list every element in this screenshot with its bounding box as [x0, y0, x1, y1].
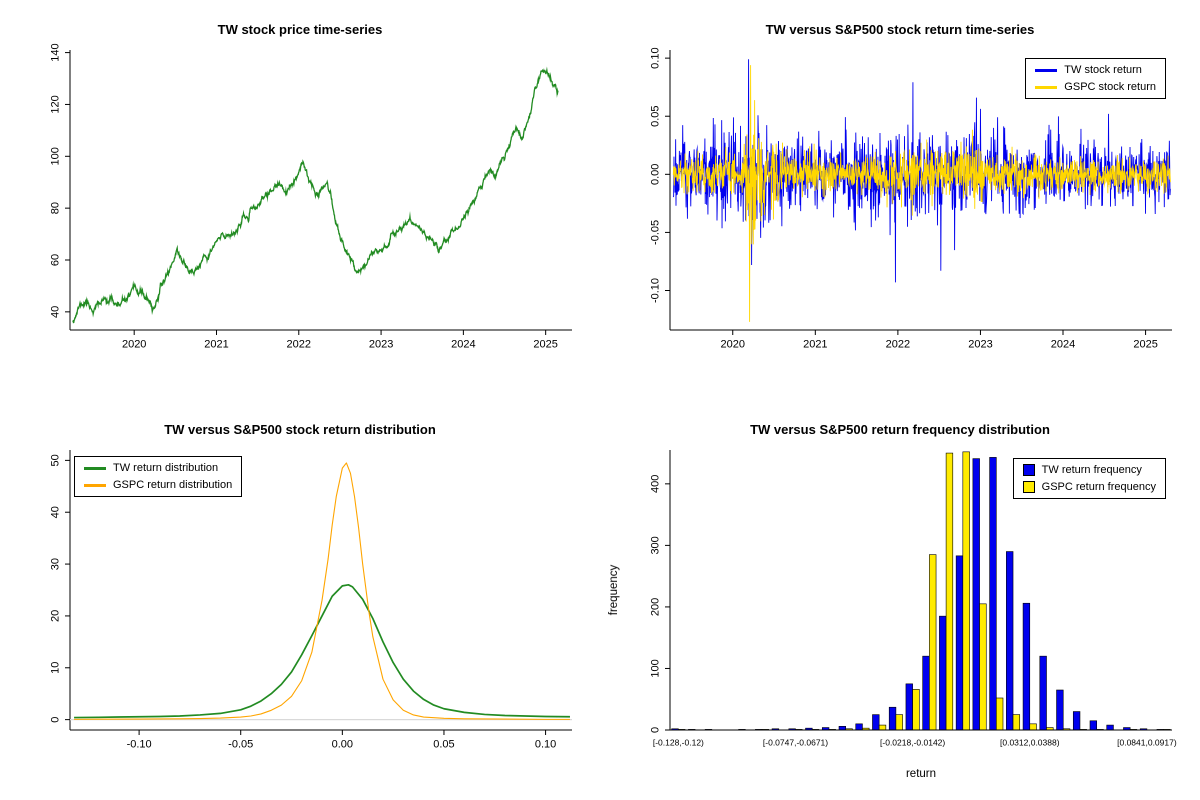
chart-title-histogram: TW versus S&P500 return frequency distri… [750, 422, 1050, 437]
legend-item: TW stock return [1035, 64, 1156, 76]
chart-panel-price: TW stock price time-series [0, 0, 600, 400]
legend-label: TW return distribution [113, 462, 219, 474]
legend-item: TW return frequency [1022, 464, 1156, 476]
chart-panel-histogram: TW versus S&P500 return frequency distri… [600, 400, 1200, 800]
legend-square-swatch-gspc [1022, 481, 1035, 493]
legend-item: GSPC return distribution [84, 479, 232, 491]
legend-density: TW return distribution GSPC return distr… [74, 456, 243, 497]
legend-label: GSPC return frequency [1041, 481, 1156, 493]
chart-title-density: TW versus S&P500 stock return distributi… [164, 422, 436, 437]
price-line-chart-canvas [0, 0, 600, 400]
chart-title-price: TW stock price time-series [217, 22, 383, 37]
legend-returns: TW stock return GSPC stock return [1025, 58, 1166, 99]
legend-item: GSPC return frequency [1022, 481, 1156, 493]
legend-label: GSPC stock return [1064, 81, 1156, 93]
legend-label: GSPC return distribution [113, 479, 233, 491]
legend-item: GSPC stock return [1035, 81, 1156, 93]
legend-line-swatch-gspc-density [84, 483, 106, 487]
y-axis-label: frequency [608, 564, 620, 616]
legend-line-swatch-gspc [1035, 85, 1058, 89]
chart-title-returns: TW versus S&P500 stock return time-serie… [765, 22, 1035, 37]
legend-line-swatch-tw [1035, 68, 1058, 72]
legend-histogram: TW return frequency GSPC return frequenc… [1012, 458, 1166, 499]
legend-line-swatch-tw-density [84, 466, 106, 470]
chart-panel-returns: TW versus S&P500 stock return time-serie… [600, 0, 1200, 400]
legend-label: TW stock return [1064, 64, 1142, 76]
x-axis-label: return [905, 768, 937, 780]
legend-item: TW return distribution [84, 462, 232, 474]
legend-label: TW return frequency [1041, 464, 1142, 476]
legend-square-swatch-tw [1022, 464, 1035, 476]
chart-panel-density: TW versus S&P500 stock return distributi… [0, 400, 600, 800]
